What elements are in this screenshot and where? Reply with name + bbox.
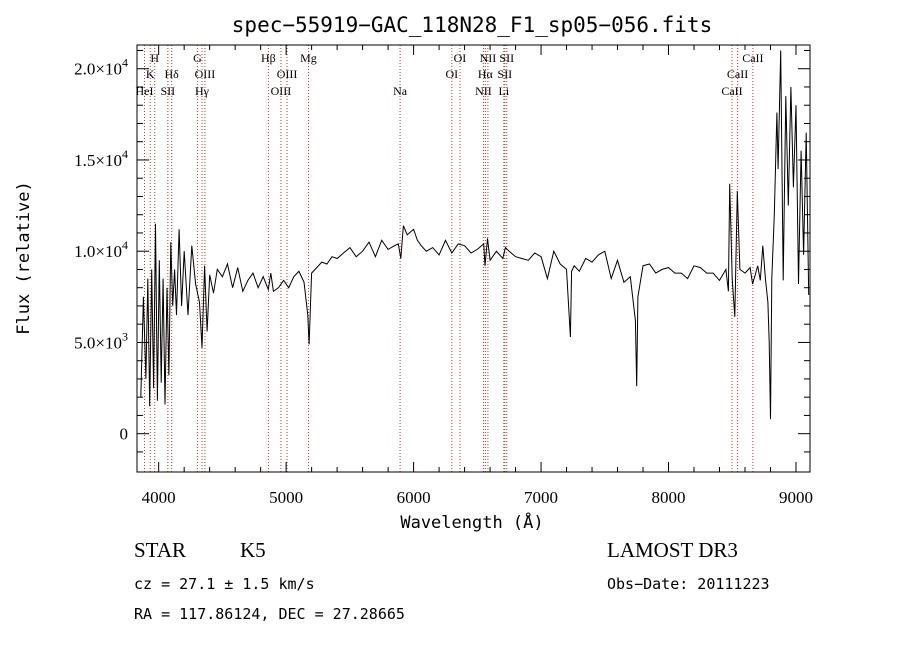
chart-title: spec−55919−GAC_118N28_F1_sp05−056.fits: [232, 13, 712, 37]
spectral-line-label: SII: [498, 67, 513, 81]
spectral-line-label: HeI: [136, 84, 154, 98]
object-class: STAR: [134, 538, 186, 562]
spectral-line-label: CaII: [727, 67, 748, 81]
spectral-line-label: OIII: [271, 84, 292, 98]
spectral-line-label: CaII: [742, 51, 763, 65]
spectral-line-label: G: [193, 51, 202, 65]
x-tick-label: 5000: [269, 488, 303, 507]
x-tick-label: 9000: [779, 488, 813, 507]
spectral-line-label: OIII: [195, 67, 216, 81]
spectral-line-label: Hβ: [261, 51, 276, 65]
x-tick-label: 7000: [524, 488, 558, 507]
observation-date: Obs−Date: 20111223: [607, 575, 770, 593]
spectral-line-label: CaII: [721, 84, 742, 98]
spectral-line-label: OIII: [277, 67, 298, 81]
spectral-line-label: H: [150, 51, 159, 65]
x-tick-label: 8000: [652, 488, 686, 507]
x-axis-label: Wavelength (Å): [400, 511, 543, 533]
object-subclass: K5: [240, 538, 266, 562]
y-tick-label: 0: [120, 425, 129, 444]
y-axis-ticks: 0 5.0×103 1.0×104 1.5×104 2.0×104: [74, 49, 810, 453]
y-tick-label: 1.5×104: [74, 147, 128, 170]
spectral-line-label: OI: [445, 67, 458, 81]
spectral-line-markers: [144, 45, 754, 472]
spectral-line-label: NII: [480, 51, 497, 65]
y-tick-label: 5.0×103: [74, 329, 128, 352]
spectral-line-label: Mg: [300, 51, 317, 65]
x-axis-ticks: 4000 5000 6000 7000 8000 9000: [142, 45, 813, 507]
spectral-line-label: Hγ: [195, 84, 210, 98]
spectral-line-label: SII: [499, 51, 514, 65]
x-tick-label: 6000: [397, 488, 431, 507]
spectral-line-label: SII: [161, 84, 176, 98]
spectral-line-label: Hδ: [165, 67, 180, 81]
coordinates: RA = 117.86124, DEC = 27.28665: [134, 605, 405, 623]
y-tick-label: 2.0×104: [74, 56, 128, 79]
spectral-line-label: Li: [499, 84, 510, 98]
spectrum-line: [140, 50, 810, 420]
x-tick-label: 4000: [142, 488, 176, 507]
spectral-line-label: K: [146, 67, 155, 81]
spectral-line-label: NII: [475, 84, 492, 98]
y-axis-label: Flux (relative): [14, 181, 34, 335]
spectral-line-label: OI: [454, 51, 467, 65]
spectral-line-label: Hα: [478, 67, 494, 81]
y-tick-label: 1.0×104: [74, 238, 128, 261]
redshift-cz: cz = 27.1 ± 1.5 km/s: [134, 575, 315, 593]
plot-frame: [136, 44, 811, 473]
spectral-line-label: Na: [393, 84, 408, 98]
survey-name: LAMOST DR3: [607, 538, 738, 562]
